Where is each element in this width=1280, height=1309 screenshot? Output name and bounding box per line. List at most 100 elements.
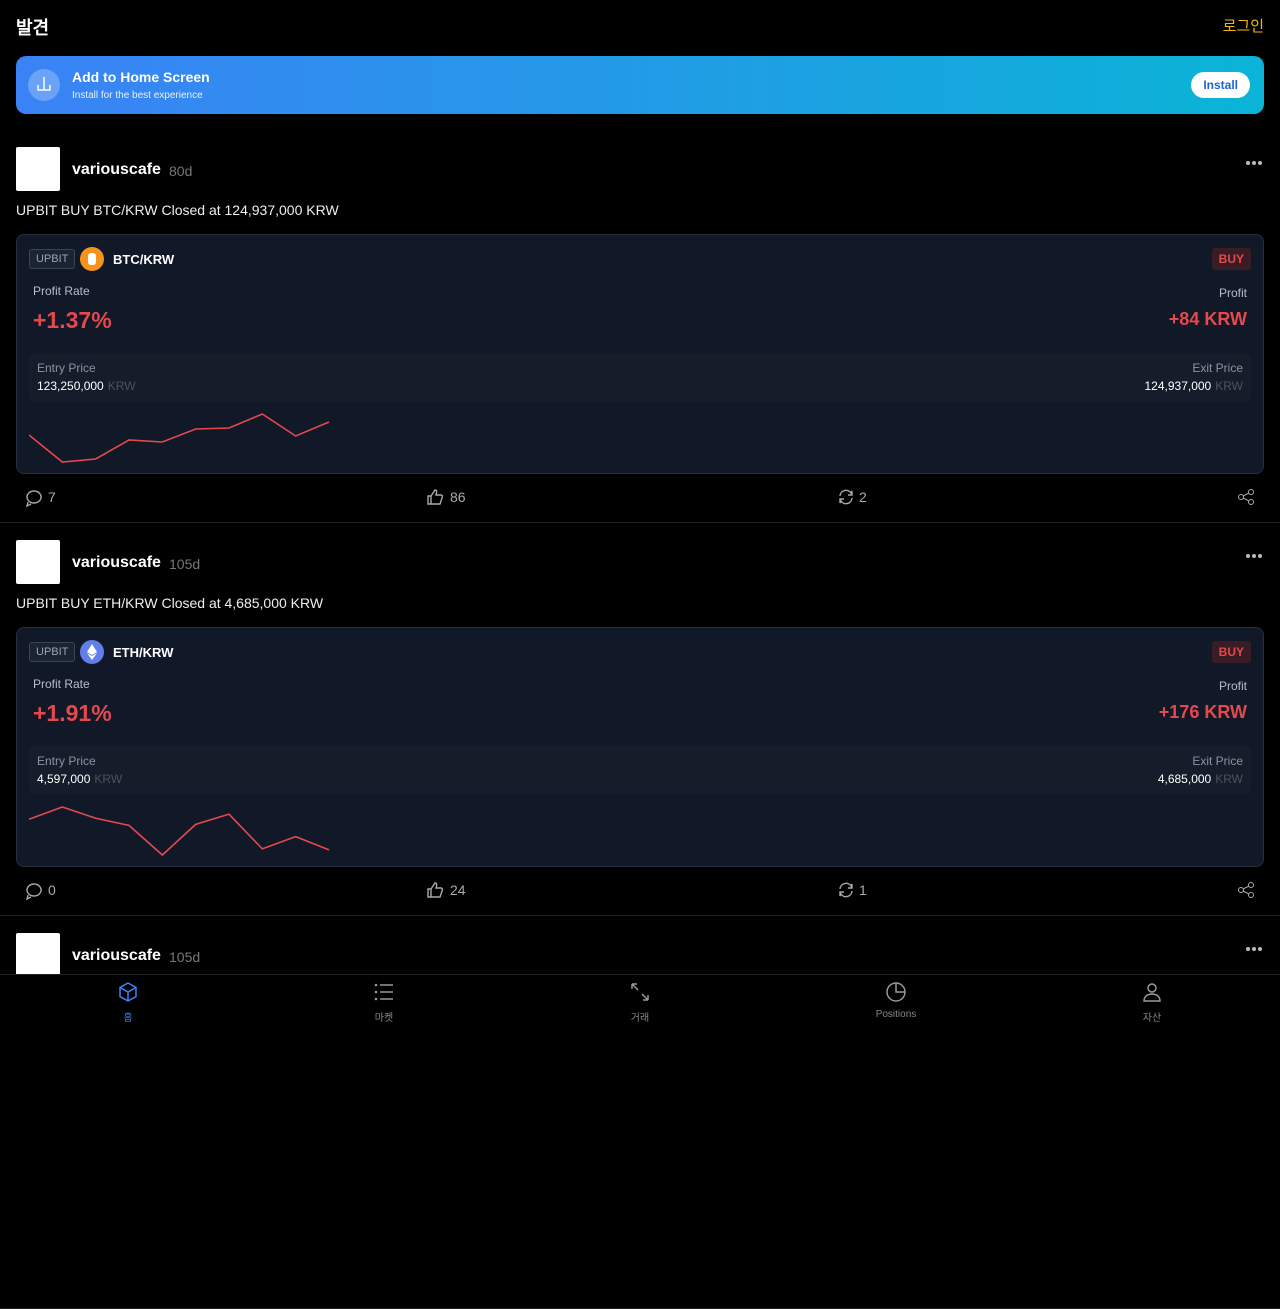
more-button-svg — [1246, 554, 1262, 558]
exit-price: 124,937,000 KRW — [1144, 379, 1243, 393]
nav-icon-svg — [374, 983, 393, 1001]
exit-price: 4,685,000 KRW — [1158, 772, 1243, 786]
coin-icon — [80, 247, 104, 276]
profit: +84 KRW — [1168, 309, 1247, 329]
like-icon-svg — [427, 882, 444, 898]
like-icon-svg — [427, 489, 444, 505]
entry-price: 4,597,000 KRW — [37, 772, 122, 786]
banner-subtitle: Install for the best experience — [72, 90, 203, 101]
share-icon-svg — [1238, 882, 1254, 898]
nav-icon — [1140, 980, 1164, 1009]
profit-rate-label: Profit Rate — [33, 677, 90, 691]
nav-icon — [884, 980, 908, 1009]
nav-icon — [372, 980, 396, 1009]
post-age: 80d — [169, 163, 193, 179]
post: variouscafe 105d — [0, 916, 1280, 1309]
comment-icon-svg — [25, 883, 42, 901]
share-icon-svg — [1238, 489, 1254, 505]
entry-price: 123,250,000 KRW — [37, 379, 136, 393]
like-icon — [426, 488, 444, 511]
exit-label: Exit Price — [1192, 361, 1243, 375]
bottom-nav: 홈 마켓 거래 Positions 자산 — [0, 974, 1280, 1024]
coin-icon — [80, 640, 104, 669]
username: variouscafe — [72, 947, 161, 964]
more-button — [1245, 546, 1263, 564]
exit-value: 4,685,000 — [1157, 772, 1212, 786]
nav-label[interactable]: 자산 — [1142, 1013, 1162, 1024]
comment-count[interactable]: 0 — [48, 882, 56, 898]
share-icon — [1237, 881, 1255, 904]
comment-count[interactable]: 7 — [48, 489, 56, 505]
username: variouscafe — [72, 554, 161, 571]
profit-rate: +1.37% — [33, 307, 112, 333]
exit-label: Exit Price — [1192, 754, 1243, 768]
exit-unit: KRW — [1215, 772, 1243, 786]
pair: BTC/KRW — [113, 252, 175, 267]
post-text: UPBIT BUY BTC/KRW Closed at 124,937,000 … — [16, 202, 339, 218]
like-icon — [426, 881, 444, 904]
nav-icon-svg — [119, 982, 137, 1002]
exchange-badge: UPBIT — [29, 249, 76, 269]
banner-icon — [28, 69, 60, 101]
like-count[interactable]: 24 — [450, 882, 466, 898]
nav-icon-svg — [1143, 983, 1161, 1002]
profit: +176 KRW — [1158, 702, 1247, 722]
repost-icon-svg — [839, 882, 853, 898]
entry-label: Entry Price — [37, 361, 96, 375]
more-button — [1245, 153, 1263, 171]
like-count[interactable]: 86 — [450, 489, 466, 505]
nav-label[interactable]: 홈 — [123, 1013, 133, 1024]
price-box: Entry Price 4,597,000 KRW Exit Price 4,685,0… — [29, 746, 1251, 794]
nav-label[interactable]: 거래 — [630, 1013, 650, 1024]
entry-value: 4,597,000 — [37, 772, 91, 786]
install-banner: Add to Home Screen Install for the best … — [16, 56, 1264, 114]
pair: ETH/KRW — [113, 645, 174, 660]
repost-icon — [837, 881, 855, 904]
nav-label[interactable]: 마켓 — [374, 1013, 394, 1024]
login-link[interactable]: 로그인 — [1222, 18, 1264, 35]
username: variouscafe — [72, 161, 161, 178]
profit-rate-label: Profit Rate — [33, 284, 90, 298]
exit-unit: KRW — [1215, 379, 1243, 393]
more-button-svg — [1246, 947, 1262, 951]
avatar — [16, 540, 60, 584]
exchange-badge: UPBIT — [29, 642, 76, 662]
side-badge: BUY — [1211, 248, 1251, 270]
entry-value: 123,250,000 — [37, 379, 104, 393]
nav-label[interactable]: Positions — [875, 1009, 917, 1020]
comment-icon-svg — [25, 490, 42, 508]
repost-count[interactable]: 1 — [859, 882, 867, 898]
sparkline — [28, 805, 331, 862]
entry-unit: KRW — [107, 379, 136, 393]
comment-icon — [25, 882, 43, 905]
repost-icon-svg — [839, 489, 853, 505]
nav-icon-svg — [631, 983, 649, 1001]
post-age: 105d — [169, 556, 201, 572]
sparkline-line — [28, 413, 330, 463]
avatar — [16, 933, 60, 977]
more-button — [1245, 939, 1263, 957]
sparkline — [28, 412, 331, 469]
avatar — [16, 147, 60, 191]
exit-value: 124,937,000 — [1144, 379, 1212, 393]
nav-icon — [628, 980, 652, 1009]
sparkline-svg — [28, 413, 330, 463]
repost-icon — [837, 488, 855, 511]
page-title: 발견 — [16, 18, 50, 38]
trade-card: UPBIT ETH/KRW BUY Profit Rate +1.91% Profit +1… — [16, 627, 1264, 867]
coin-icon-svg — [80, 247, 104, 271]
banner-title: Add to Home Screen — [72, 69, 210, 85]
post: variouscafe 80d UPBIT BUY BTC/KRW Closed a… — [0, 130, 1280, 523]
repost-count[interactable]: 2 — [859, 489, 867, 505]
share-icon — [1237, 488, 1255, 511]
profit-rate: +1.91% — [33, 700, 112, 726]
app: 발견 로그인 Add to Home Screen Install for th… — [0, 18, 1280, 1309]
nav-icon-svg — [886, 982, 906, 1002]
sparkline-line — [28, 806, 330, 857]
install-button[interactable]: Install — [1191, 72, 1250, 98]
post: variouscafe 105d UPBIT BUY ETH/KRW Closed … — [0, 523, 1280, 916]
profit-label: Profit — [1218, 286, 1247, 300]
coin-icon-svg — [80, 640, 104, 664]
comment-icon — [25, 489, 43, 512]
trade-card: UPBIT BTC/KRW BUY Profit Rate +1.37% Profit +8… — [16, 234, 1264, 474]
